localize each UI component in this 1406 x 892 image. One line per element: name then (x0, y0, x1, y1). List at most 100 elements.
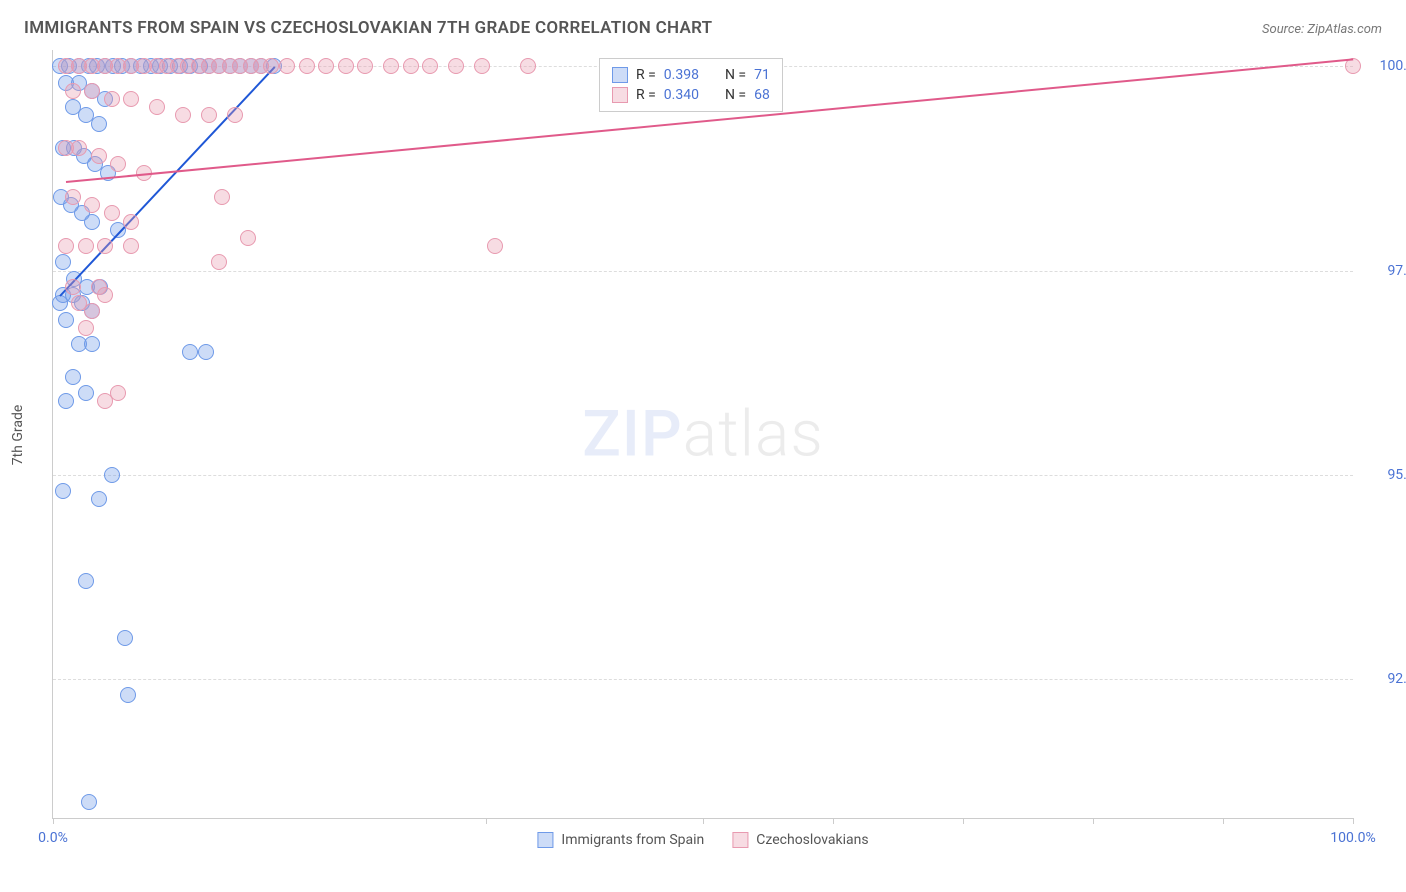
data-point-czech (175, 107, 191, 123)
n-value: 68 (754, 87, 770, 103)
swatch-czech (612, 87, 628, 103)
legend-item-spain: Immigrants from Spain (537, 832, 704, 848)
r-value: 0.340 (664, 87, 699, 103)
data-point-spain (65, 369, 81, 385)
data-point-czech (279, 58, 295, 74)
x-tick (486, 818, 487, 824)
n-label: N = (725, 67, 746, 83)
data-point-czech (474, 58, 490, 74)
x-tick (963, 818, 964, 824)
data-point-spain (117, 630, 133, 646)
data-point-spain (78, 573, 94, 589)
legend-item-czech: Czechoslovakians (732, 832, 868, 848)
trend-line-spain (59, 67, 275, 297)
data-point-czech (318, 58, 334, 74)
stats-legend: R = 0.398 N = 71 R = 0.340 N = 68 (599, 58, 783, 112)
x-tick (703, 818, 704, 824)
data-point-czech (97, 238, 113, 254)
swatch-spain (612, 67, 628, 83)
data-point-czech (84, 303, 100, 319)
gridline-h (53, 271, 1353, 272)
plot-area: ZIPatlas 100.0%97.5%95.0%92.5%0.0%100.0%… (52, 50, 1353, 819)
y-axis-label: 7th Grade (10, 404, 26, 465)
source-label: Source: ZipAtlas.com (1262, 22, 1382, 37)
data-point-czech (110, 156, 126, 172)
data-point-spain (182, 344, 198, 360)
legend-label-spain: Immigrants from Spain (561, 832, 704, 848)
x-tick-label: 100.0% (1330, 830, 1375, 846)
data-point-spain (104, 467, 120, 483)
n-label: N = (725, 87, 746, 103)
gridline-h (53, 475, 1353, 476)
data-point-spain (198, 344, 214, 360)
data-point-czech (520, 58, 536, 74)
watermark-light: atlas (683, 397, 824, 472)
x-tick (53, 818, 54, 824)
data-point-czech (211, 254, 227, 270)
data-point-spain (120, 687, 136, 703)
r-value: 0.398 (664, 67, 699, 83)
data-point-czech (97, 393, 113, 409)
data-point-czech (65, 189, 81, 205)
gridline-h (53, 679, 1353, 680)
data-point-czech (71, 140, 87, 156)
data-point-czech (123, 238, 139, 254)
data-point-spain (91, 491, 107, 507)
legend-swatch-spain (537, 832, 553, 848)
data-point-czech (299, 58, 315, 74)
data-point-czech (97, 287, 113, 303)
data-point-czech (78, 238, 94, 254)
data-point-czech (214, 189, 230, 205)
data-point-czech (403, 58, 419, 74)
data-point-czech (104, 91, 120, 107)
x-tick (833, 818, 834, 824)
data-point-spain (55, 254, 71, 270)
stats-row-spain: R = 0.398 N = 71 (612, 65, 770, 85)
legend-swatch-czech (732, 832, 748, 848)
data-point-czech (65, 83, 81, 99)
data-point-czech (104, 205, 120, 221)
data-point-czech (78, 320, 94, 336)
data-point-czech (65, 279, 81, 295)
data-point-czech (84, 83, 100, 99)
data-point-czech (58, 238, 74, 254)
series-legend: Immigrants from Spain Czechoslovakians (537, 832, 868, 848)
chart-title: IMMIGRANTS FROM SPAIN VS CZECHOSLOVAKIAN… (24, 18, 712, 38)
x-tick (1093, 818, 1094, 824)
data-point-czech (357, 58, 373, 74)
data-point-czech (149, 99, 165, 115)
data-point-czech (227, 107, 243, 123)
data-point-spain (55, 483, 71, 499)
watermark: ZIPatlas (582, 397, 824, 472)
data-point-czech (91, 148, 107, 164)
data-point-czech (123, 91, 139, 107)
stats-row-czech: R = 0.340 N = 68 (612, 85, 770, 105)
data-point-spain (81, 794, 97, 810)
data-point-czech (240, 230, 256, 246)
data-point-czech (338, 58, 354, 74)
chart-container: 7th Grade ZIPatlas 100.0%97.5%95.0%92.5%… (52, 50, 1382, 819)
data-point-czech (383, 58, 399, 74)
data-point-spain (84, 214, 100, 230)
y-tick-label: 100.0% (1361, 58, 1406, 74)
x-tick (1223, 818, 1224, 824)
y-tick-label: 97.5% (1361, 263, 1406, 279)
watermark-bold: ZIP (582, 397, 683, 472)
data-point-czech (448, 58, 464, 74)
data-point-czech (422, 58, 438, 74)
n-value: 71 (754, 67, 770, 83)
data-point-czech (263, 58, 279, 74)
data-point-spain (84, 336, 100, 352)
data-point-spain (58, 312, 74, 328)
data-point-czech (201, 107, 217, 123)
r-label: R = (636, 87, 656, 103)
data-point-spain (78, 385, 94, 401)
r-label: R = (636, 67, 656, 83)
y-tick-label: 95.0% (1361, 467, 1406, 483)
data-point-spain (91, 116, 107, 132)
x-tick-label: 0.0% (38, 830, 68, 846)
data-point-czech (123, 214, 139, 230)
x-tick (1353, 818, 1354, 824)
y-tick-label: 92.5% (1361, 671, 1406, 687)
data-point-czech (84, 197, 100, 213)
